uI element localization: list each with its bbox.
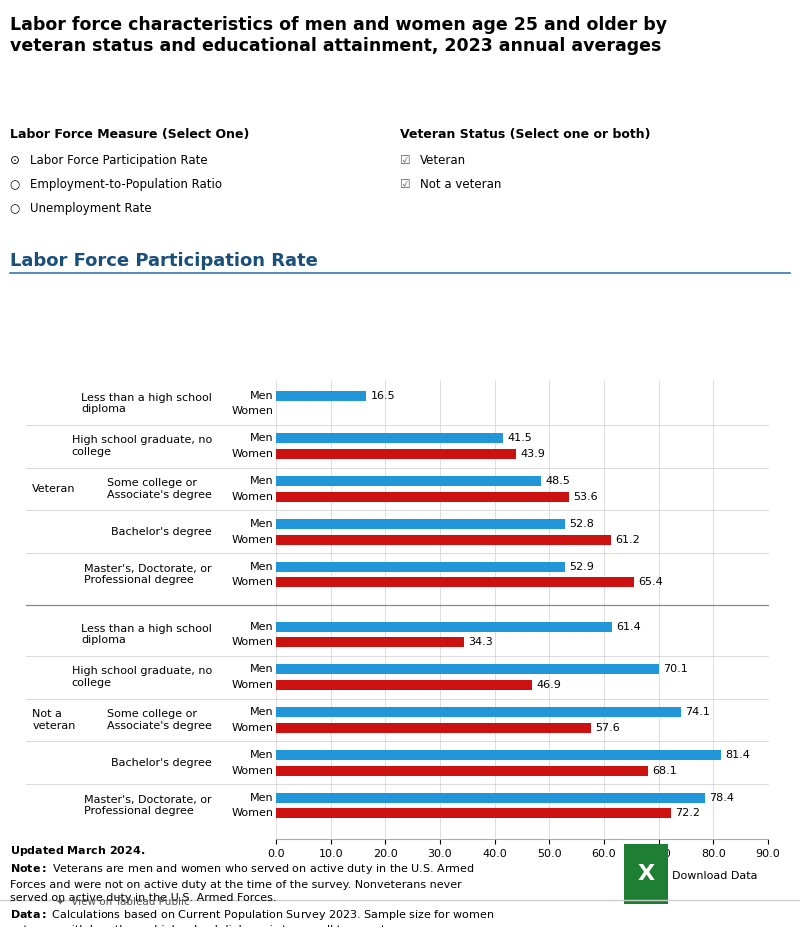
Bar [276, 535, 610, 544]
Text: Women: Women [232, 637, 274, 647]
Bar [276, 476, 541, 486]
Text: Bachelor's degree: Bachelor's degree [111, 757, 212, 768]
Text: 34.3: 34.3 [468, 637, 493, 647]
Bar [276, 707, 681, 717]
Bar [276, 637, 463, 647]
Text: 57.6: 57.6 [595, 723, 620, 733]
Text: Labor Force Measure (Select One): Labor Force Measure (Select One) [10, 128, 249, 141]
Bar [276, 808, 670, 819]
Text: Men: Men [250, 562, 274, 572]
Text: Men: Men [250, 707, 274, 717]
Bar [276, 434, 503, 443]
Text: ☑: ☑ [400, 154, 410, 167]
Bar [276, 492, 569, 502]
Text: Women: Women [232, 808, 274, 819]
Text: Men: Men [250, 665, 274, 675]
Bar [276, 519, 565, 529]
Text: Women: Women [232, 492, 274, 502]
Bar [276, 665, 659, 675]
Text: ○: ○ [10, 202, 20, 215]
Bar [276, 793, 705, 803]
Bar [276, 766, 648, 776]
Text: High school graduate, no
college: High school graduate, no college [72, 436, 212, 457]
Text: Labor Force Participation Rate: Labor Force Participation Rate [30, 154, 208, 167]
Bar [276, 723, 591, 733]
Text: $\bf{Updated\ March\ 2024.}$
$\bf{Note:}$ Veterans are men and women who served : $\bf{Updated\ March\ 2024.}$ $\bf{Note:}… [10, 844, 494, 927]
Text: Women: Women [232, 406, 274, 416]
Text: Women: Women [232, 723, 274, 733]
Text: 81.4: 81.4 [726, 750, 750, 760]
Text: Less than a high school
diploma: Less than a high school diploma [81, 393, 212, 414]
Text: Labor Force Participation Rate: Labor Force Participation Rate [10, 252, 318, 270]
Bar [276, 562, 565, 572]
Text: Men: Men [250, 750, 274, 760]
Bar [276, 449, 516, 459]
Bar [276, 622, 612, 631]
Text: 48.5: 48.5 [546, 476, 570, 486]
Text: 74.1: 74.1 [686, 707, 710, 717]
Text: Labor force characteristics of men and women age 25 and older by
veteran status : Labor force characteristics of men and w… [10, 16, 666, 55]
Text: 46.9: 46.9 [537, 680, 562, 690]
Text: ✦  View on Tableau Public: ✦ View on Tableau Public [56, 896, 190, 907]
Text: Some college or
Associate's degree: Some college or Associate's degree [107, 709, 212, 730]
Text: 41.5: 41.5 [507, 434, 532, 443]
Text: Employment-to-Population Ratio: Employment-to-Population Ratio [30, 178, 222, 191]
Bar [276, 390, 366, 400]
Text: ☑: ☑ [400, 178, 410, 191]
Text: Veteran Status (Select one or both): Veteran Status (Select one or both) [400, 128, 650, 141]
Text: 68.1: 68.1 [653, 766, 678, 776]
Bar [276, 750, 721, 760]
Text: Bachelor's degree: Bachelor's degree [111, 527, 212, 537]
Text: Women: Women [232, 449, 274, 459]
Text: Women: Women [232, 578, 274, 588]
Text: Men: Men [250, 793, 274, 803]
Text: Veteran: Veteran [420, 154, 466, 167]
Text: Women: Women [232, 680, 274, 690]
Text: 78.4: 78.4 [709, 793, 734, 803]
Text: Men: Men [250, 622, 274, 631]
Text: Men: Men [250, 390, 274, 400]
Text: High school graduate, no
college: High school graduate, no college [72, 667, 212, 688]
Text: Men: Men [250, 476, 274, 486]
Text: X: X [638, 864, 654, 883]
Text: Women: Women [232, 535, 274, 544]
Text: Master's, Doctorate, or
Professional degree: Master's, Doctorate, or Professional deg… [84, 564, 212, 585]
Text: Unemployment Rate: Unemployment Rate [30, 202, 152, 215]
Text: 52.8: 52.8 [569, 519, 594, 529]
Text: Master's, Doctorate, or
Professional degree: Master's, Doctorate, or Professional deg… [84, 794, 212, 817]
Text: 16.5: 16.5 [370, 390, 395, 400]
Text: 53.6: 53.6 [574, 492, 598, 502]
Text: 72.2: 72.2 [675, 808, 700, 819]
Text: Less than a high school
diploma: Less than a high school diploma [81, 624, 212, 645]
Text: 61.2: 61.2 [615, 535, 640, 544]
Text: Download Data: Download Data [672, 871, 758, 881]
Text: Not a veteran: Not a veteran [420, 178, 502, 191]
Text: Men: Men [250, 519, 274, 529]
Text: 43.9: 43.9 [520, 449, 546, 459]
Text: Not a
veteran: Not a veteran [32, 709, 76, 730]
Text: 52.9: 52.9 [570, 562, 594, 572]
Text: 70.1: 70.1 [663, 665, 688, 675]
Text: Men: Men [250, 434, 274, 443]
Text: Veteran: Veteran [32, 484, 76, 494]
Text: 65.4: 65.4 [638, 578, 662, 588]
Bar [276, 578, 634, 588]
Text: Women: Women [232, 766, 274, 776]
Text: 61.4: 61.4 [616, 622, 641, 631]
Text: ⊙: ⊙ [10, 154, 19, 167]
Text: Some college or
Associate's degree: Some college or Associate's degree [107, 478, 212, 500]
Text: ○: ○ [10, 178, 20, 191]
Bar [276, 680, 532, 690]
